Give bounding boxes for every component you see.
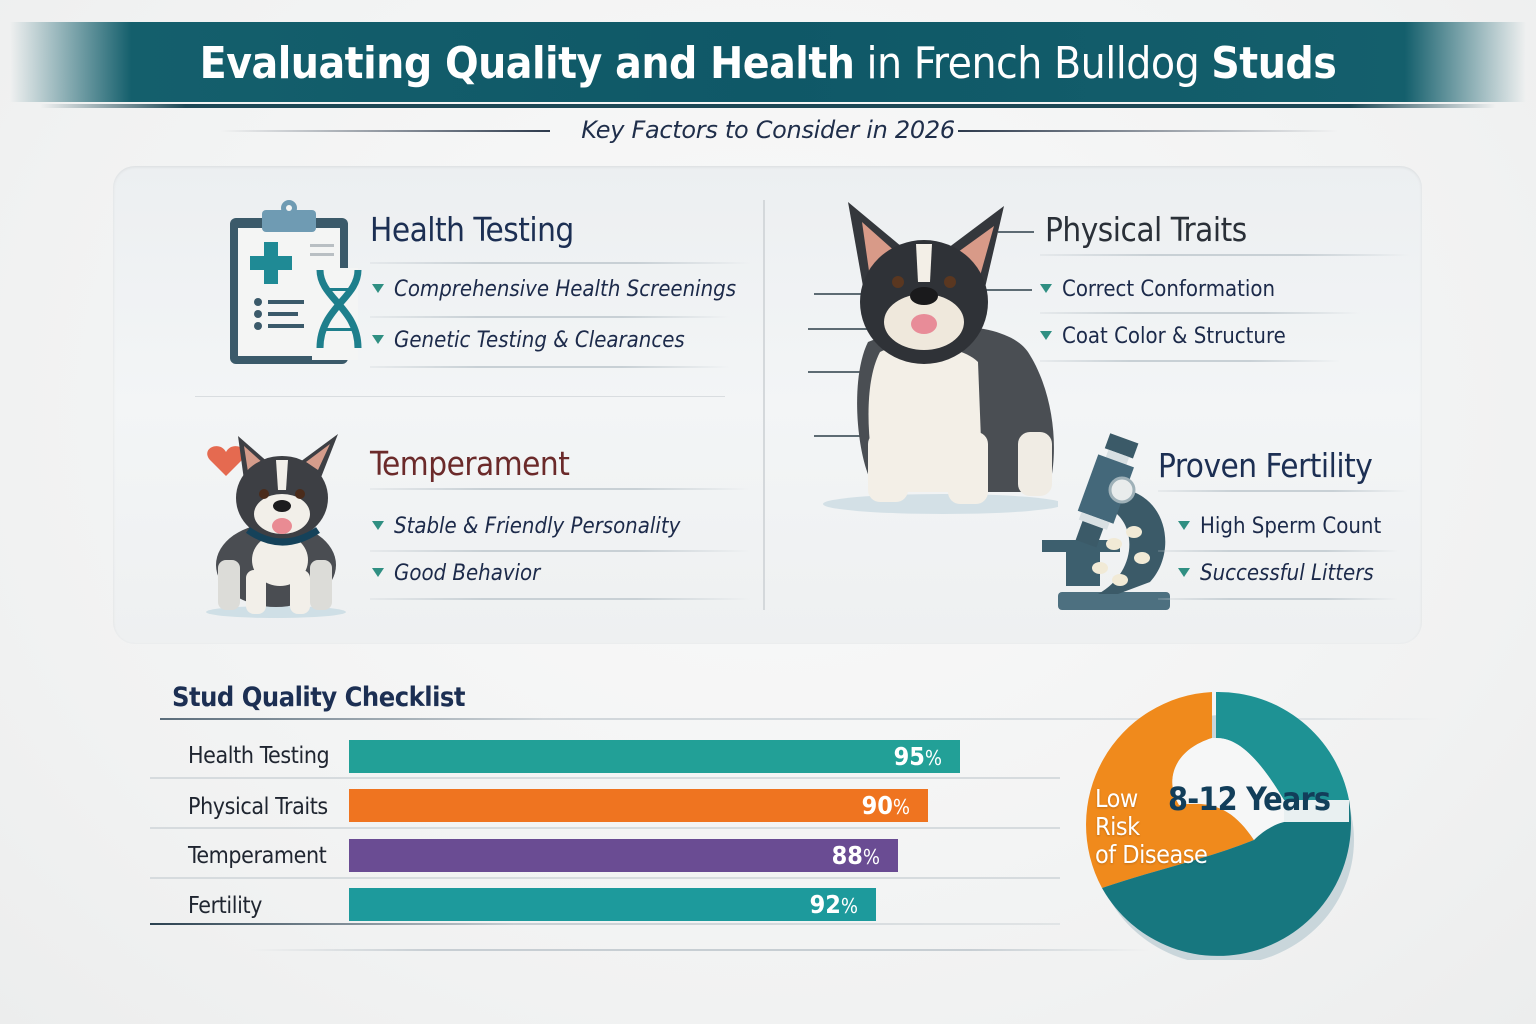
banner-underline (40, 104, 1496, 108)
panel-horizontal-divider (195, 396, 725, 397)
item-text: Correct Conformation (1062, 277, 1276, 302)
proven-fertility-title-rule (1158, 490, 1408, 492)
bullet-triangle-icon (1040, 283, 1052, 293)
health-testing-title: Health Testing (370, 210, 574, 249)
item-rule (1040, 312, 1360, 314)
proven-fertility-item: Successful Litters (1178, 561, 1374, 586)
item-rule (1158, 598, 1398, 600)
subtitle-rule-left (220, 130, 550, 132)
donut-label-low-risk: Low Risk of Disease (1095, 784, 1208, 869)
item-rule (370, 366, 730, 368)
item-rule (370, 316, 730, 318)
row-rule (250, 949, 1150, 951)
checklist-row-label: Temperament (188, 843, 327, 869)
item-text: Genetic Testing & Clearances (394, 328, 685, 353)
health-testing-item: Genetic Testing & Clearances (372, 328, 685, 353)
row-rule (150, 827, 1060, 829)
bullet-triangle-icon (372, 283, 384, 293)
item-rule (1040, 360, 1340, 362)
item-text: Good Behavior (394, 561, 541, 586)
item-rule (1158, 550, 1398, 552)
checklist-title-rule (160, 718, 1440, 720)
row-rule (150, 777, 1060, 779)
item-text: High Sperm Count (1200, 514, 1382, 539)
proven-fertility-title: Proven Fertility (1158, 446, 1373, 485)
bullet-triangle-icon (372, 334, 384, 344)
bar-value: 90% (861, 791, 910, 820)
dog-with-heart-icon (206, 434, 346, 618)
physical-traits-title-rule (1040, 254, 1410, 256)
bar-value: 92% (809, 890, 858, 919)
fertility-bar: 92% (349, 888, 876, 921)
bullet-triangle-icon (372, 567, 384, 577)
bar-value: 88% (831, 841, 880, 870)
subtitle-rule-right (958, 130, 1338, 132)
checklist-title: Stud Quality Checklist (172, 682, 465, 713)
checklist-row-label: Fertility (188, 893, 262, 919)
bullet-triangle-icon (1040, 330, 1052, 340)
microscope-icon (1042, 433, 1170, 610)
physical-traits-title: Physical Traits (1045, 210, 1247, 249)
checklist-row-label: Physical Traits (188, 794, 328, 820)
label-line: Low (1095, 784, 1138, 813)
bullet-triangle-icon (1178, 567, 1190, 577)
item-text: Coat Color & Structure (1062, 324, 1286, 349)
page-title: Evaluating Quality and Health in French … (0, 38, 1536, 89)
french-bulldog-standing-icon (808, 202, 1058, 514)
item-text: Successful Litters (1200, 561, 1374, 586)
health-testing-title-rule (370, 262, 750, 264)
checklist-row-label: Health Testing (188, 743, 330, 769)
temperament-title: Temperament (370, 444, 570, 483)
bullet-triangle-icon (1178, 520, 1190, 530)
title-bold-part: Evaluating Quality and Health (199, 38, 855, 89)
temperament-bar: 88% (349, 839, 898, 872)
bar-value: 95% (893, 742, 942, 771)
item-rule (370, 598, 750, 600)
page-subtitle: Key Factors to Consider in 2026 (581, 116, 955, 144)
temperament-item: Good Behavior (372, 561, 540, 586)
physical-traits-item: Correct Conformation (1040, 277, 1275, 302)
temperament-item: Stable & Friendly Personality (372, 514, 680, 539)
subtitle-row: Key Factors to Consider in 2026 (0, 116, 1536, 148)
temperament-title-rule (370, 488, 750, 490)
item-text: Stable & Friendly Personality (394, 514, 681, 539)
lifespan-donut-chart (1086, 691, 1354, 960)
label-line: of Disease (1095, 840, 1208, 869)
donut-label-years: 8-12 Years (1168, 780, 1331, 818)
health-testing-item: Comprehensive Health Screenings (372, 277, 736, 302)
proven-fertility-item: High Sperm Count (1178, 514, 1381, 539)
title-banner (10, 22, 1526, 102)
title-bold-end: Studs (1211, 38, 1337, 89)
title-light-part: in French Bulldog (854, 38, 1212, 89)
health-testing-bar: 95% (349, 740, 960, 773)
physical-traits-item: Coat Color & Structure (1040, 324, 1286, 349)
physical-traits-bar: 90% (349, 789, 928, 822)
row-rule (150, 877, 1060, 879)
item-text: Comprehensive Health Screenings (394, 277, 737, 302)
label-line: Risk (1095, 812, 1140, 841)
panel-vertical-divider (763, 200, 765, 610)
clipboard-dna-icon (230, 200, 362, 364)
row-rule (150, 923, 1060, 925)
bullet-triangle-icon (372, 520, 384, 530)
item-rule (370, 550, 750, 552)
